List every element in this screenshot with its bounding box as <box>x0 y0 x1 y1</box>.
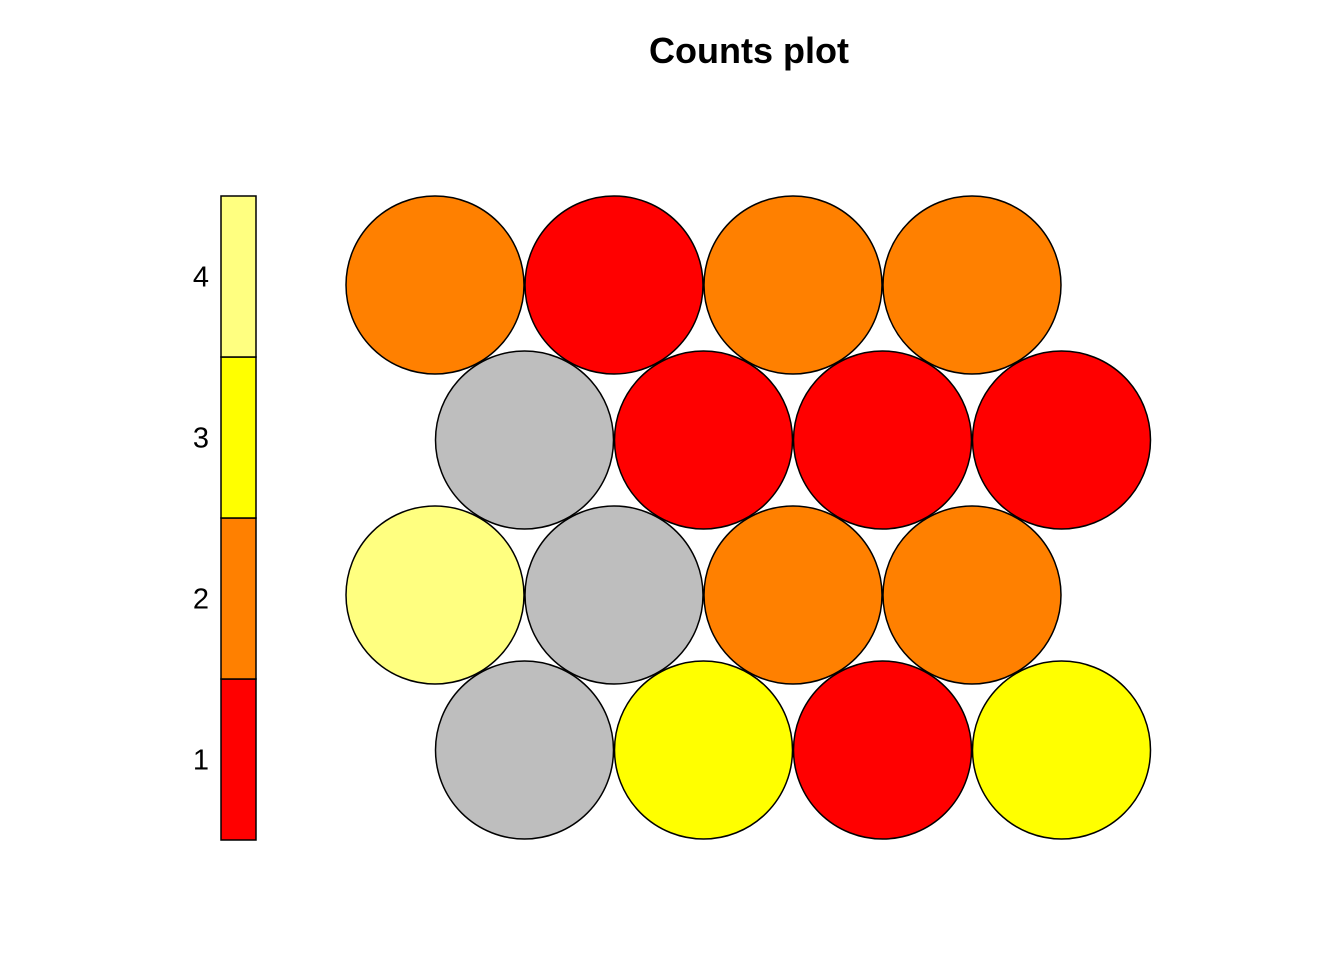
legend-label-1: 1 <box>193 745 209 777</box>
legend-swatch-4 <box>220 195 257 358</box>
cell-r3-c4 <box>971 350 1152 530</box>
hex-cell-grid <box>345 195 1152 840</box>
chart-title: Counts plot <box>649 30 849 71</box>
cell-r4-c4 <box>882 195 1062 375</box>
cell-r4-c3 <box>703 195 883 375</box>
cell-r4-c2 <box>524 195 704 375</box>
cell-r1-c4 <box>971 660 1152 840</box>
cell-r3-c2 <box>613 350 794 530</box>
legend-swatch-2 <box>220 517 257 680</box>
cell-r1-c2 <box>613 660 794 840</box>
legend-label-3: 3 <box>193 423 209 455</box>
cell-r2-c3 <box>703 505 883 685</box>
cell-r3-c1 <box>434 350 615 530</box>
color-legend: 1 2 3 4 <box>193 195 257 841</box>
cell-r4-c1 <box>345 195 525 375</box>
legend-label-4: 4 <box>193 262 209 294</box>
cell-r3-c3 <box>792 350 973 530</box>
legend-swatch-1 <box>220 678 257 841</box>
cell-r2-c1 <box>345 505 525 685</box>
cell-r1-c3 <box>792 660 973 840</box>
cell-r2-c2 <box>524 505 704 685</box>
legend-label-2: 2 <box>193 584 209 616</box>
legend-swatch-3 <box>220 356 257 519</box>
cell-r1-c1 <box>434 660 615 840</box>
cell-r2-c4 <box>882 505 1062 685</box>
